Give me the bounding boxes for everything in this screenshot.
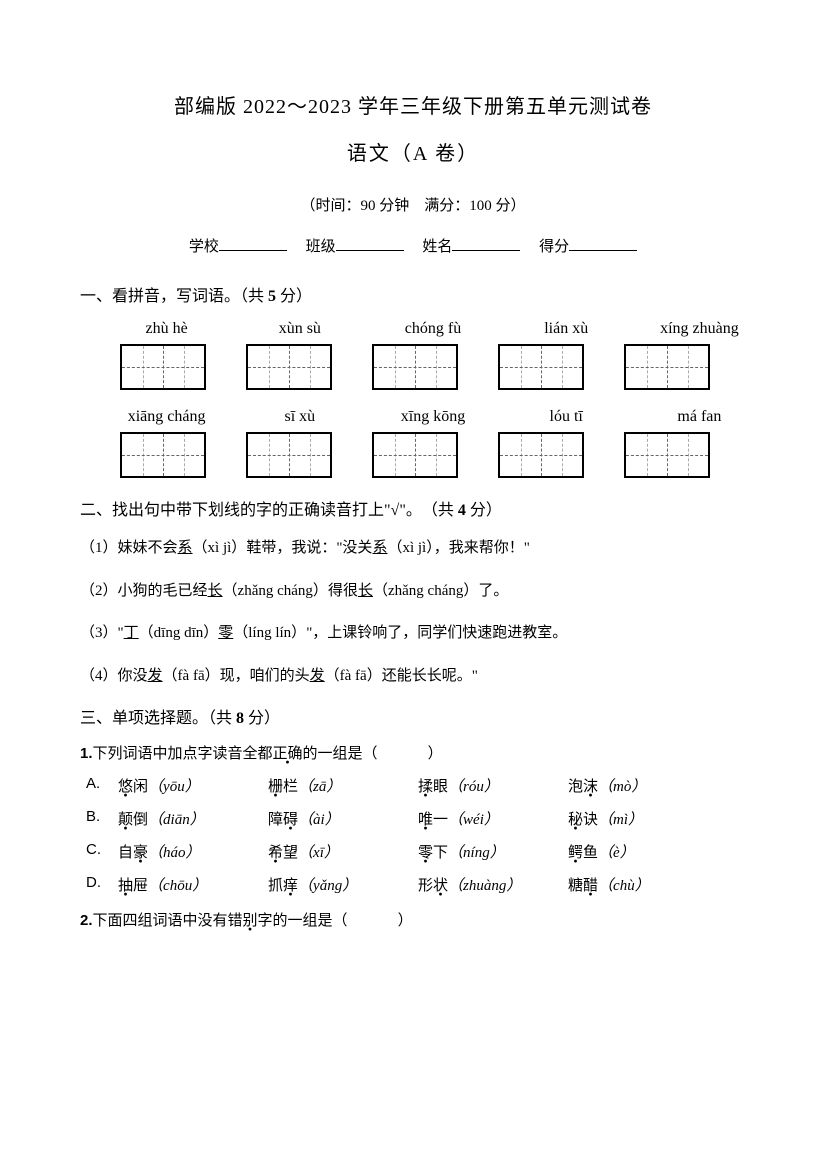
label-class: 班级 (306, 239, 336, 255)
q1-option-d[interactable]: D. 抽屉（chōu） 抓痒（yǎng） 形状（zhuàng） 糖醋（chù） (80, 874, 746, 895)
char-input-box[interactable] (372, 432, 458, 478)
char-input-box[interactable] (246, 344, 332, 390)
option-label: A. (86, 775, 118, 796)
char-input-box[interactable] (246, 432, 332, 478)
pinyin: xùn sù (253, 320, 346, 338)
check-icon: √ (391, 502, 400, 519)
blank-score[interactable] (569, 237, 637, 251)
s3-points: 8 (236, 710, 244, 727)
pinyin: lóu tī (520, 408, 613, 426)
title-sub: 语文（A 卷） (80, 137, 746, 166)
s3-prefix: 三、单项选择题。（共 (80, 710, 236, 727)
q2-stem: 2.下面四组词语中没有错别字的一组是（） (80, 909, 746, 930)
s2-prefix: 二、找出句中带下划线的字的正确读音打上" (80, 502, 391, 519)
option-label: D. (86, 874, 118, 895)
q1-option-b[interactable]: B. 颠倒（diān） 障碍（ài） 唯一（wéi） 秘诀（mì） (80, 808, 746, 829)
option-label: B. (86, 808, 118, 829)
s3-suffix: 分） (244, 710, 280, 727)
section3-heading: 三、单项选择题。（共 8 分） (80, 704, 746, 728)
blank-school[interactable] (219, 237, 287, 251)
blank-name[interactable] (452, 237, 520, 251)
pinyin: xiāng cháng (120, 408, 213, 426)
s1-points: 5 (268, 288, 276, 305)
label-name: 姓名 (422, 239, 452, 255)
s2-item-1: （1）妹妹不会系（xì jì）鞋带，我说："没关系（xì jì），我来帮你！" (80, 534, 746, 563)
pinyin-row-2: xiāng cháng sī xù xīng kōng lóu tī má fa… (80, 408, 746, 426)
label-school: 学校 (189, 239, 219, 255)
student-info-line: 学校 班级 姓名 得分 (80, 235, 746, 256)
s2-points: 4 (458, 502, 466, 519)
s1-suffix: 分） (276, 288, 312, 305)
s2-suffix: 分） (466, 502, 502, 519)
pinyin: xíng zhuàng (653, 320, 746, 338)
pinyin: sī xù (253, 408, 346, 426)
char-input-box[interactable] (372, 344, 458, 390)
char-input-box[interactable] (120, 432, 206, 478)
s2-mid: "。 （共 (399, 502, 458, 519)
s2-item-3: （3）"丁（dīng dīn）零（líng lín）"，上课铃响了，同学们快速跑… (80, 619, 746, 648)
q1-option-c[interactable]: C. 自豪（háo） 希望（xī） 零下（níng） 鳄鱼（è） (80, 841, 746, 862)
pinyin: zhù hè (120, 320, 213, 338)
label-score: 得分 (539, 239, 569, 255)
char-input-box[interactable] (624, 432, 710, 478)
char-boxes-row-2 (80, 432, 746, 478)
pinyin: lián xù (520, 320, 613, 338)
blank-class[interactable] (336, 237, 404, 251)
pinyin: má fan (653, 408, 746, 426)
s2-item-4: （4）你没发（fà fā）现，咱们的头发（fà fā）还能长长呢。" (80, 662, 746, 691)
s1-prefix: 一、看拼音，写词语。（共 (80, 288, 268, 305)
s2-item-2: （2）小狗的毛已经长（zhǎng cháng）得很长（zhǎng cháng）了… (80, 577, 746, 606)
pinyin: xīng kōng (386, 408, 479, 426)
q1-option-a[interactable]: A. 悠闲（yōu） 栅栏（zā） 揉眼（róu） 泡沫（mò） (80, 775, 746, 796)
char-input-box[interactable] (120, 344, 206, 390)
option-label: C. (86, 841, 118, 862)
exam-meta: （时间：90 分钟 满分：100 分） (80, 194, 746, 215)
pinyin: chóng fù (386, 320, 479, 338)
pinyin-row-1: zhù hè xùn sù chóng fù lián xù xíng zhuà… (80, 320, 746, 338)
char-boxes-row-1 (80, 344, 746, 390)
q1-stem: 1.下列词语中加点字读音全都正确的一组是（） (80, 742, 746, 763)
char-input-box[interactable] (498, 344, 584, 390)
char-input-box[interactable] (498, 432, 584, 478)
section1-heading: 一、看拼音，写词语。（共 5 分） (80, 282, 746, 306)
char-input-box[interactable] (624, 344, 710, 390)
exam-page: 部编版 2022～2023 学年三年级下册第五单元测试卷 语文（A 卷） （时间… (0, 0, 826, 1168)
title-main: 部编版 2022～2023 学年三年级下册第五单元测试卷 (80, 90, 746, 119)
section2-heading: 二、找出句中带下划线的字的正确读音打上"√"。 （共 4 分） (80, 496, 746, 520)
